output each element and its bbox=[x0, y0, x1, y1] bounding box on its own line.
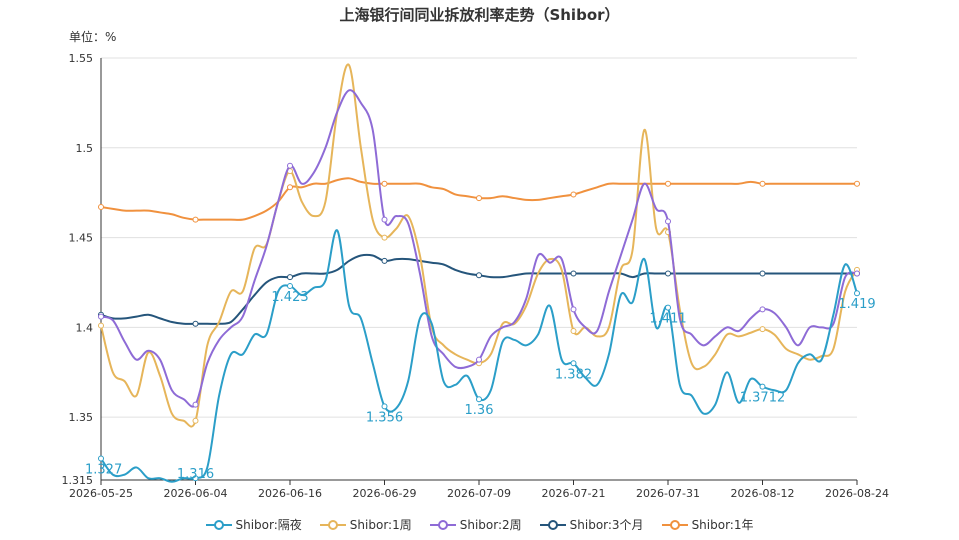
data-point[interactable] bbox=[192, 417, 199, 424]
legend-item-2[interactable]: Shibor:2周 bbox=[429, 516, 522, 533]
series-line-3 bbox=[100, 253, 857, 325]
legend-line-icon bbox=[429, 519, 456, 530]
series-line-1 bbox=[100, 63, 858, 428]
data-point[interactable] bbox=[570, 360, 577, 367]
data-point[interactable] bbox=[476, 195, 482, 202]
data-point[interactable] bbox=[759, 383, 766, 390]
data-label: 1.423 bbox=[271, 290, 308, 305]
data-point[interactable] bbox=[192, 216, 199, 223]
data-label: 1.316 bbox=[177, 467, 214, 482]
data-point[interactable] bbox=[570, 270, 577, 277]
data-label: 1.419 bbox=[838, 297, 875, 312]
legend: Shibor:隔夜 Shibor:1周 Shibor:2周 Shibor:3个月 Shi… bbox=[0, 516, 959, 533]
data-point[interactable] bbox=[665, 180, 671, 187]
x-tick-label: 2026-06-16 bbox=[258, 487, 322, 500]
legend-label: Shibor:3个月 bbox=[569, 518, 644, 532]
x-tick-label: 2026-06-04 bbox=[164, 487, 228, 500]
legend-label: Shibor:隔夜 bbox=[235, 518, 302, 532]
series-lines bbox=[98, 63, 860, 483]
data-point[interactable] bbox=[381, 257, 388, 264]
x-tick-label: 2026-07-21 bbox=[542, 487, 606, 500]
data-point[interactable] bbox=[665, 304, 671, 311]
x-tick-label: 2026-07-09 bbox=[447, 487, 511, 500]
data-point[interactable] bbox=[570, 191, 577, 198]
legend-line-icon bbox=[205, 519, 232, 530]
axes: 1.315 1.35 1.4 1.45 1.5 1.55 2026-05-25 2026-06… bbox=[62, 52, 889, 500]
data-label: 1.327 bbox=[85, 462, 122, 477]
data-point[interactable] bbox=[98, 313, 104, 320]
y-tick-label: 1.35 bbox=[69, 411, 94, 424]
data-label: 1.382 bbox=[555, 367, 592, 382]
data-label: 1.36 bbox=[465, 403, 494, 418]
y-tick-label: 1.315 bbox=[62, 474, 94, 487]
data-point[interactable] bbox=[98, 455, 104, 462]
legend-label: Shibor:1周 bbox=[349, 518, 412, 532]
x-tick-label: 2026-08-12 bbox=[731, 487, 795, 500]
data-point[interactable] bbox=[192, 401, 199, 408]
data-point[interactable] bbox=[854, 180, 860, 187]
y-tick-label: 1.4 bbox=[76, 321, 94, 334]
data-label: 1.3712 bbox=[740, 391, 786, 406]
data-point[interactable] bbox=[381, 216, 388, 223]
data-point[interactable] bbox=[287, 283, 293, 290]
data-point[interactable] bbox=[476, 396, 482, 403]
data-point[interactable] bbox=[759, 326, 766, 333]
data-label: 1.356 bbox=[366, 410, 403, 425]
data-point[interactable] bbox=[759, 180, 766, 187]
legend-item-1[interactable]: Shibor:1周 bbox=[319, 516, 412, 533]
chart-title: 上海银行间同业拆放利率走势（Shibor） bbox=[339, 6, 620, 24]
data-point[interactable] bbox=[570, 306, 577, 313]
data-point[interactable] bbox=[665, 270, 671, 277]
legend-item-3[interactable]: Shibor:3个月 bbox=[539, 516, 644, 533]
legend-line-icon bbox=[661, 519, 688, 530]
x-tick-label: 2026-07-31 bbox=[636, 487, 700, 500]
series-line-0 bbox=[100, 229, 858, 483]
data-point[interactable] bbox=[759, 306, 766, 313]
data-labels: 1.327 1.316 1.423 1.356 1.36 1.382 1.411 1.3712… bbox=[85, 290, 876, 482]
legend-item-4[interactable]: Shibor:1年 bbox=[661, 516, 754, 533]
legend-line-icon bbox=[319, 519, 346, 530]
legend-label: Shibor:1年 bbox=[691, 518, 754, 532]
data-point[interactable] bbox=[192, 475, 199, 482]
data-point[interactable] bbox=[854, 290, 860, 297]
legend-item-0[interactable]: Shibor:隔夜 bbox=[205, 516, 302, 533]
data-point[interactable] bbox=[476, 272, 482, 279]
data-point[interactable] bbox=[381, 180, 388, 187]
legend-label: Shibor:2周 bbox=[459, 518, 522, 532]
data-point[interactable] bbox=[381, 234, 388, 241]
data-point[interactable] bbox=[98, 322, 104, 329]
x-tick-label: 2026-06-29 bbox=[353, 487, 417, 500]
unit-label: 单位：% bbox=[69, 30, 117, 44]
data-point[interactable] bbox=[98, 204, 104, 211]
y-tick-label: 1.45 bbox=[69, 232, 94, 245]
data-point[interactable] bbox=[287, 274, 293, 281]
data-point[interactable] bbox=[759, 270, 766, 277]
data-point[interactable] bbox=[192, 320, 199, 327]
data-label: 1.411 bbox=[649, 312, 686, 327]
data-point[interactable] bbox=[287, 184, 293, 191]
y-tick-label: 1.55 bbox=[69, 52, 94, 65]
data-point[interactable] bbox=[287, 162, 293, 169]
data-point[interactable] bbox=[854, 270, 860, 277]
data-point[interactable] bbox=[665, 218, 671, 225]
legend-line-icon bbox=[539, 519, 566, 530]
data-point[interactable] bbox=[570, 327, 577, 334]
data-point[interactable] bbox=[476, 356, 482, 363]
x-tick-label: 2026-05-25 bbox=[69, 487, 133, 500]
y-tick-label: 1.5 bbox=[76, 142, 94, 155]
data-point[interactable] bbox=[381, 403, 388, 410]
x-tick-label: 2026-08-24 bbox=[825, 487, 889, 500]
